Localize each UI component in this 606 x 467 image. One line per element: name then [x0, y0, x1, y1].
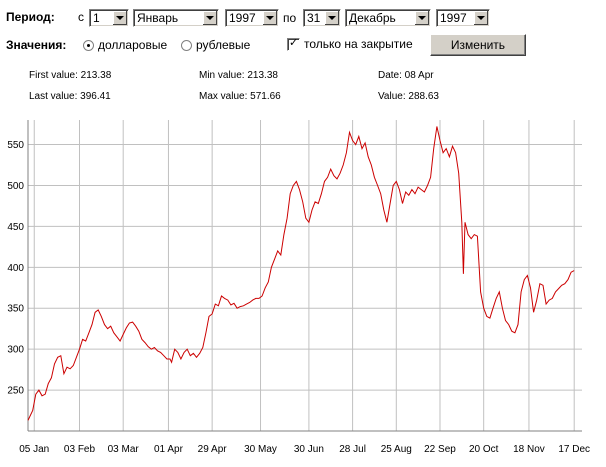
from-year-select[interactable]: 1997	[225, 9, 279, 27]
from-month-value: Январь	[137, 11, 179, 25]
current-value: Value: 288.63	[378, 91, 439, 102]
period-label: Период:	[6, 10, 55, 24]
period-row: Период:	[6, 10, 55, 24]
chart-axes	[27, 120, 582, 432]
radio-ruble[interactable]: рублевые	[181, 38, 250, 52]
from-label: с	[78, 10, 84, 24]
chevron-down-icon[interactable]	[473, 11, 488, 25]
y-tick-label: 500	[7, 181, 24, 192]
from-day-value: 1	[93, 11, 100, 25]
y-tick-label: 250	[7, 386, 24, 397]
last-value: Last value: 396.41	[29, 91, 111, 102]
change-button[interactable]: Изменить	[430, 34, 526, 56]
chevron-down-icon[interactable]	[324, 11, 339, 25]
close-only-label[interactable]: только на закрытие	[304, 37, 413, 51]
x-tick-label: 30 May	[244, 444, 277, 455]
to-month-select[interactable]: Декабрь	[345, 9, 431, 27]
radio-ruble-label[interactable]: рублевые	[196, 38, 251, 52]
series-line-group	[27, 126, 575, 421]
to-year-value: 1997	[440, 11, 467, 25]
y-tick-label: 400	[7, 263, 24, 274]
to-year-select[interactable]: 1997	[436, 9, 490, 27]
from-day-select[interactable]: 1	[89, 9, 129, 27]
to-day-select[interactable]: 31	[303, 9, 341, 27]
x-axis-labels: 05 Jan 03 Feb 03 Mar 01 Apr 29 Apr 30 May 30 J…	[19, 444, 590, 455]
x-tick-label: 17 Dec	[558, 444, 590, 455]
chevron-down-icon[interactable]	[112, 11, 127, 25]
chart-grid	[28, 120, 582, 431]
x-tick-label: 22 Sep	[424, 444, 456, 455]
date-value: Date: 08 Apr	[378, 70, 434, 81]
y-axis-labels: 250 300 350 400 450 500 550	[7, 140, 24, 397]
close-only-checkbox[interactable]: ✓ только на закрытие	[287, 37, 413, 51]
radio-dollar[interactable]: долларовые	[83, 38, 167, 52]
x-tick-label: 30 Jun	[294, 444, 324, 455]
x-tick-label: 20 Oct	[469, 444, 499, 455]
values-label: Значения:	[6, 38, 67, 52]
x-tick-label: 05 Jan	[19, 444, 49, 455]
chevron-down-icon[interactable]	[202, 11, 217, 25]
x-tick-label: 29 Apr	[198, 444, 228, 455]
y-tick-label: 550	[7, 140, 24, 151]
to-day-value: 31	[307, 11, 321, 25]
from-month-select[interactable]: Январь	[133, 9, 219, 27]
to-month-value: Декабрь	[349, 11, 396, 25]
checkbox-box[interactable]: ✓	[287, 36, 300, 51]
from-year-value: 1997	[229, 11, 256, 25]
y-tick-label: 300	[7, 345, 24, 356]
min-value: Min value: 213.38	[199, 70, 278, 81]
radio-dollar-label[interactable]: долларовые	[98, 38, 168, 52]
x-tick-label: 03 Feb	[64, 444, 96, 455]
x-tick-label: 18 Nov	[513, 444, 545, 455]
max-value: Max value: 571.66	[199, 91, 281, 102]
x-tick-label: 28 Jul	[339, 444, 366, 455]
radio-ruble-indicator[interactable]	[181, 39, 192, 51]
y-tick-label: 450	[7, 222, 24, 233]
x-tick-label: 01 Apr	[154, 444, 184, 455]
chevron-down-icon[interactable]	[414, 11, 429, 25]
check-icon: ✓	[289, 36, 299, 49]
x-tick-label: 03 Mar	[108, 444, 140, 455]
first-value: First value: 213.38	[29, 70, 112, 81]
to-label: по	[283, 11, 297, 25]
x-tick-label: 25 Aug	[381, 444, 412, 455]
radio-dollar-indicator[interactable]	[83, 39, 94, 51]
series-line-0	[27, 126, 575, 421]
y-tick-label: 350	[7, 304, 24, 315]
chevron-down-icon[interactable]	[262, 11, 277, 25]
from-label-wrap: с	[78, 10, 84, 24]
